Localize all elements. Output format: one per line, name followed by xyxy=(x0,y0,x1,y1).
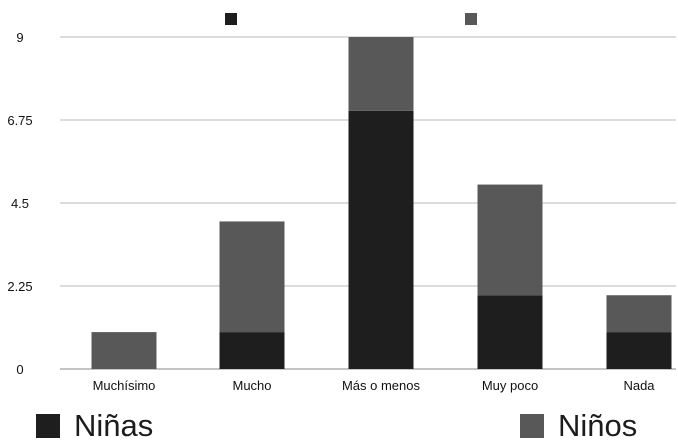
y-tick-label: 2.25 xyxy=(7,279,32,294)
bar-ninos xyxy=(477,184,543,296)
bar-ninas xyxy=(219,332,285,369)
bar-ninos xyxy=(91,332,157,369)
legend-swatch-ninas xyxy=(36,414,60,438)
legend-item-ninos: Niños xyxy=(520,408,637,444)
legend-swatch-ninos xyxy=(520,414,544,438)
x-tick-label: Muchísimo xyxy=(93,378,156,393)
top-marker-ninas xyxy=(225,13,237,25)
bar-ninos xyxy=(606,295,672,333)
x-tick-label: Más o menos xyxy=(342,378,421,393)
legend-label-ninos: Niños xyxy=(558,408,638,443)
bar-ninos xyxy=(219,221,285,333)
bar-ninos xyxy=(348,37,414,111)
y-axis-tick-labels: 0 2.25 4.5 6.75 9 xyxy=(7,30,32,377)
legend-item-ninas: Niñas xyxy=(36,408,153,444)
top-marker-ninos xyxy=(465,13,477,25)
x-axis-tick-labels: Muchísimo Mucho Más o menos Muy poco Nada xyxy=(93,378,656,393)
y-tick-label: 4.5 xyxy=(11,196,29,211)
bars xyxy=(91,37,672,370)
y-tick-label: 6.75 xyxy=(7,113,32,128)
x-tick-label: Muy poco xyxy=(482,378,538,393)
x-tick-label: Mucho xyxy=(232,378,271,393)
top-legend-markers xyxy=(225,13,477,25)
x-tick-label: Nada xyxy=(623,378,655,393)
bar-ninas xyxy=(477,295,543,369)
bar-ninas xyxy=(348,110,414,370)
y-tick-label: 0 xyxy=(16,362,23,377)
y-tick-label: 9 xyxy=(16,30,23,45)
bar-ninas xyxy=(606,332,672,369)
legend-label-ninas: Niñas xyxy=(74,408,154,443)
